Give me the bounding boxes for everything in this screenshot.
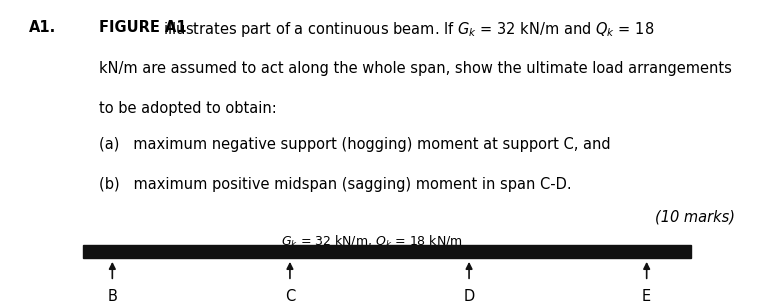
Bar [83, 245, 691, 258]
Text: E: E [642, 289, 651, 304]
Text: (b)   maximum positive midspan (sagging) moment in span C-D.: (b) maximum positive midspan (sagging) m… [99, 177, 572, 192]
Text: to be adopted to obtain:: to be adopted to obtain: [99, 101, 276, 116]
Text: illustrates part of a continuous beam. If $G_k$ = 32 kN/m and $Q_k$ = 18: illustrates part of a continuous beam. I… [159, 20, 654, 39]
Text: A1.: A1. [29, 20, 56, 35]
Text: (10 marks): (10 marks) [655, 210, 735, 225]
Text: (a)   maximum negative support (hogging) moment at support C, and: (a) maximum negative support (hogging) m… [99, 137, 610, 152]
Text: B: B [107, 289, 118, 304]
Text: $G_k$ = 32 kN/m, $Q_k$ = 18 kN/m: $G_k$ = 32 kN/m, $Q_k$ = 18 kN/m [281, 234, 463, 250]
Text: C: C [285, 289, 295, 304]
Text: D: D [464, 289, 474, 304]
Text: FIGURE A1: FIGURE A1 [99, 20, 186, 35]
Text: kN/m are assumed to act along the whole span, show the ultimate load arrangement: kN/m are assumed to act along the whole … [99, 61, 732, 76]
